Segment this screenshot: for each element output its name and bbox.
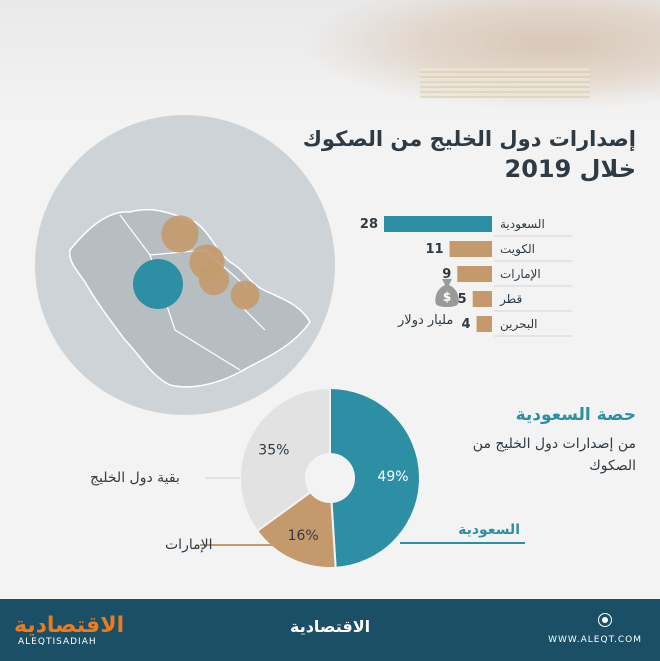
bar-1	[449, 241, 492, 257]
donut-label-1: الإمارات	[165, 537, 212, 553]
footer-website: WWW.ALEQT.COM	[548, 635, 642, 645]
money-bag-icon: $	[432, 277, 462, 313]
bar-0	[384, 216, 492, 232]
share-title: حصة السعودية	[515, 405, 636, 425]
peninsula-shape	[68, 208, 311, 388]
footer-center-logo: الاقتصادية	[290, 617, 371, 636]
bar-4	[476, 316, 492, 332]
bar-label-4: البحرين	[500, 317, 537, 332]
bar-value-4: 4	[462, 317, 471, 332]
cash-stack	[420, 68, 590, 98]
bar-3	[472, 291, 492, 307]
bubble-0	[133, 259, 183, 309]
svg-text:$: $	[443, 290, 451, 304]
donut-value-2: 35%	[258, 442, 289, 458]
donut-slice-0	[329, 386, 421, 569]
bar-2	[457, 266, 492, 282]
donut-value-1: 16%	[288, 528, 319, 544]
bar-label-2: الإمارات	[500, 267, 541, 282]
bar-label-0: السعودية	[500, 217, 545, 232]
country-borders	[119, 214, 266, 371]
bar-label-3: قطر	[499, 292, 522, 307]
bar-label-1: الكويت	[500, 242, 535, 257]
chart-title: إصدارات دول الخليج من الصكوك	[302, 127, 636, 151]
donut-slice-2	[239, 386, 331, 533]
bubble-3	[198, 264, 230, 296]
footer-logo-latin: ALEQTISADIAH	[18, 637, 97, 647]
footer-bar: الاقتصادية ALEQTISADIAH الاقتصادية WWW.A…	[0, 599, 660, 661]
bubble-4	[230, 280, 260, 310]
website-icon	[598, 613, 612, 627]
donut-label-0: السعودية	[458, 522, 520, 538]
header-photo	[0, 0, 660, 120]
share-subtitle: من إصدارات دول الخليج من الصكوك	[472, 436, 636, 474]
bar-chart: 28 السعودية 11 الكويت 9 الإمارات 5 قطر 4 البحرين	[360, 216, 572, 337]
donut-chart: 49% 16% 35% السعودية الإمارات بقية دول الخليج	[90, 386, 525, 569]
donut-slice-1	[255, 490, 337, 569]
bar-value-3: 5	[458, 292, 467, 307]
bar-value-2: 9	[442, 267, 451, 282]
chart-subtitle: خلال 2019	[504, 155, 637, 183]
bar-value-0: 28	[360, 217, 378, 232]
footer-logo: الاقتصادية	[14, 613, 125, 638]
map-bubbles	[133, 215, 260, 310]
donut-value-0: 49%	[377, 469, 408, 485]
donut-label-2: بقية دول الخليج	[90, 470, 180, 486]
unit-label: مليار دولار	[398, 313, 454, 328]
bubble-1	[161, 215, 199, 253]
bar-value-1: 11	[425, 242, 443, 257]
